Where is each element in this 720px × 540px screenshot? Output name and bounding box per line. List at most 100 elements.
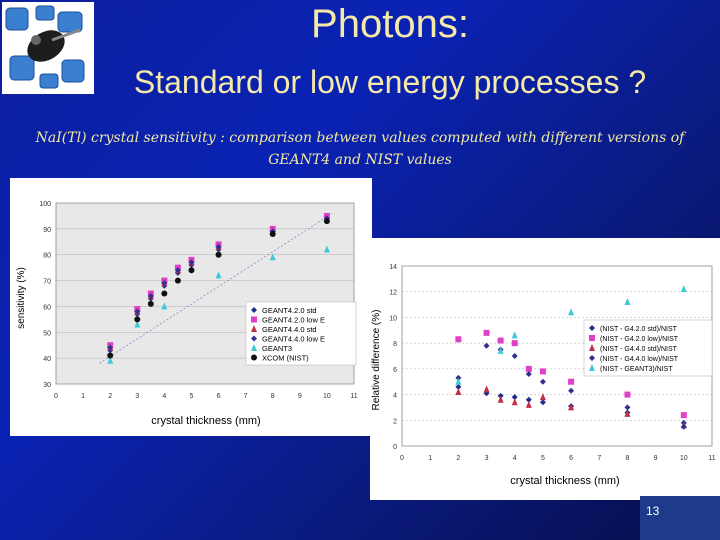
legend-label: (NIST - G4.2.0 low)/NIST: [600, 336, 679, 343]
legend-marker: [589, 344, 595, 351]
data-point: [539, 368, 546, 375]
y-tick-label: 14: [389, 264, 397, 271]
y-tick-label: 12: [389, 290, 397, 297]
x-axis-label: crystal thickness (mm): [510, 475, 619, 487]
x-tick-label: 2: [108, 393, 112, 400]
x-tick-label: 3: [135, 393, 139, 400]
series-2: [455, 385, 687, 429]
legend-label: GEANT4.2.0 low E: [262, 316, 325, 325]
data-point: [134, 316, 141, 323]
y-tick-label: 6: [393, 367, 397, 374]
data-point: [188, 259, 195, 266]
y-tick-label: 4: [393, 393, 397, 400]
data-point: [511, 331, 518, 339]
x-tick-label: 6: [217, 393, 221, 400]
data-point: [568, 387, 575, 394]
y-tick-label: 90: [43, 227, 51, 234]
y-tick-label: 40: [43, 356, 51, 363]
page-number-box: 13: [640, 496, 720, 540]
legend-marker: [251, 316, 257, 323]
legend-box: [245, 301, 357, 366]
x-tick-label: 9: [298, 393, 302, 400]
data-point: [624, 391, 631, 398]
x-tick-label: 0: [54, 393, 58, 400]
x-tick-label: 0: [400, 455, 404, 462]
data-point: [455, 388, 462, 395]
data-point: [539, 399, 546, 406]
data-point: [455, 336, 462, 343]
slide-title: Photons:: [311, 2, 469, 46]
y-tick-label: 70: [43, 279, 51, 286]
y-tick-label: 60: [43, 304, 51, 311]
data-point: [568, 403, 575, 411]
data-point: [680, 412, 687, 419]
legend-marker: [251, 335, 257, 342]
y-tick-label: 80: [43, 253, 51, 260]
data-point: [107, 344, 114, 351]
data-point: [483, 342, 490, 349]
data-point: [539, 393, 546, 401]
series-5: [107, 218, 330, 359]
legend-marker: [251, 325, 257, 332]
x-tick-label: 7: [244, 393, 248, 400]
slide-subtitle: Standard or low energy processes ?: [133, 64, 647, 100]
data-point: [161, 290, 168, 297]
data-point: [497, 346, 504, 354]
x-tick-label: 1: [428, 455, 432, 462]
data-point: [511, 353, 518, 359]
figure-caption: NaI(Tl) crystal sensitivity : comparison…: [35, 130, 685, 168]
sensitivity-chart: 30 40 50 60 70 80 90 100 0 1 2 3 4 5 6 7 8 9 10 11 crystal t…: [16, 201, 358, 427]
data-point: [511, 340, 518, 347]
series-4: [455, 285, 687, 385]
sensitivity-chart-panel: 30 40 50 60 70 80 90 100 0 1 2 3 4 5 6 7 8 9 10 11 crystal t…: [10, 178, 372, 436]
x-axis-label: crystal thickness (mm): [151, 415, 260, 427]
series-3: [455, 342, 687, 430]
x-tick-label: 11: [708, 455, 715, 462]
x-tick-label: 10: [680, 455, 688, 462]
legend-label: (NIST - G4.4.0 low)/NIST: [600, 356, 679, 363]
data-point: [497, 337, 504, 344]
data-point: [455, 383, 462, 390]
data-point: [539, 378, 546, 385]
data-point: [525, 365, 532, 372]
data-point: [188, 267, 195, 274]
x-tick-label: 9: [654, 455, 658, 462]
data-point: [215, 251, 222, 258]
legend-label: GEANT4.4.0 std: [262, 325, 317, 334]
data-point: [624, 409, 631, 417]
x-tick-label: 8: [626, 455, 630, 462]
data-point: [680, 423, 687, 430]
data-point: [568, 378, 575, 385]
y-tick-label: 30: [43, 382, 51, 389]
legend-label: GEANT3: [262, 344, 292, 353]
legend-label: (NIST - G4.4.0 std)/NIST: [600, 346, 678, 353]
legend-label: (NIST - GEANT3)/NIST: [600, 366, 673, 373]
data-point: [483, 329, 490, 336]
legend-marker: [251, 344, 257, 351]
data-point: [525, 371, 532, 377]
x-tick-label: 5: [541, 455, 545, 462]
legend-label: GEANT4.4.0 low E: [262, 335, 325, 344]
y-tick-label: 100: [39, 201, 51, 208]
y-axis-label: Relative difference (%): [371, 310, 382, 411]
legend-marker: [589, 325, 595, 331]
legend: (NIST - G4.2.0 std)/NIST (NIST - G4.2.0 l…: [583, 319, 713, 377]
legend-label: GEANT4.2.0 std: [262, 306, 317, 315]
data-point: [134, 308, 141, 315]
x-tick-label: 6: [569, 455, 573, 462]
data-point: [525, 396, 532, 403]
data-point: [107, 356, 114, 364]
legend-marker: [589, 335, 595, 341]
data-point: [107, 352, 114, 359]
legend-label: XCOM (NIST): [262, 354, 309, 363]
data-point: [161, 280, 168, 287]
geant4-logo: [2, 2, 94, 94]
x-tick-label: 8: [271, 393, 275, 400]
x-tick-label: 5: [190, 393, 194, 400]
x-tick-label: 3: [485, 455, 489, 462]
y-tick-label: 0: [393, 444, 397, 451]
legend-marker: [251, 307, 257, 313]
data-point: [215, 271, 222, 279]
